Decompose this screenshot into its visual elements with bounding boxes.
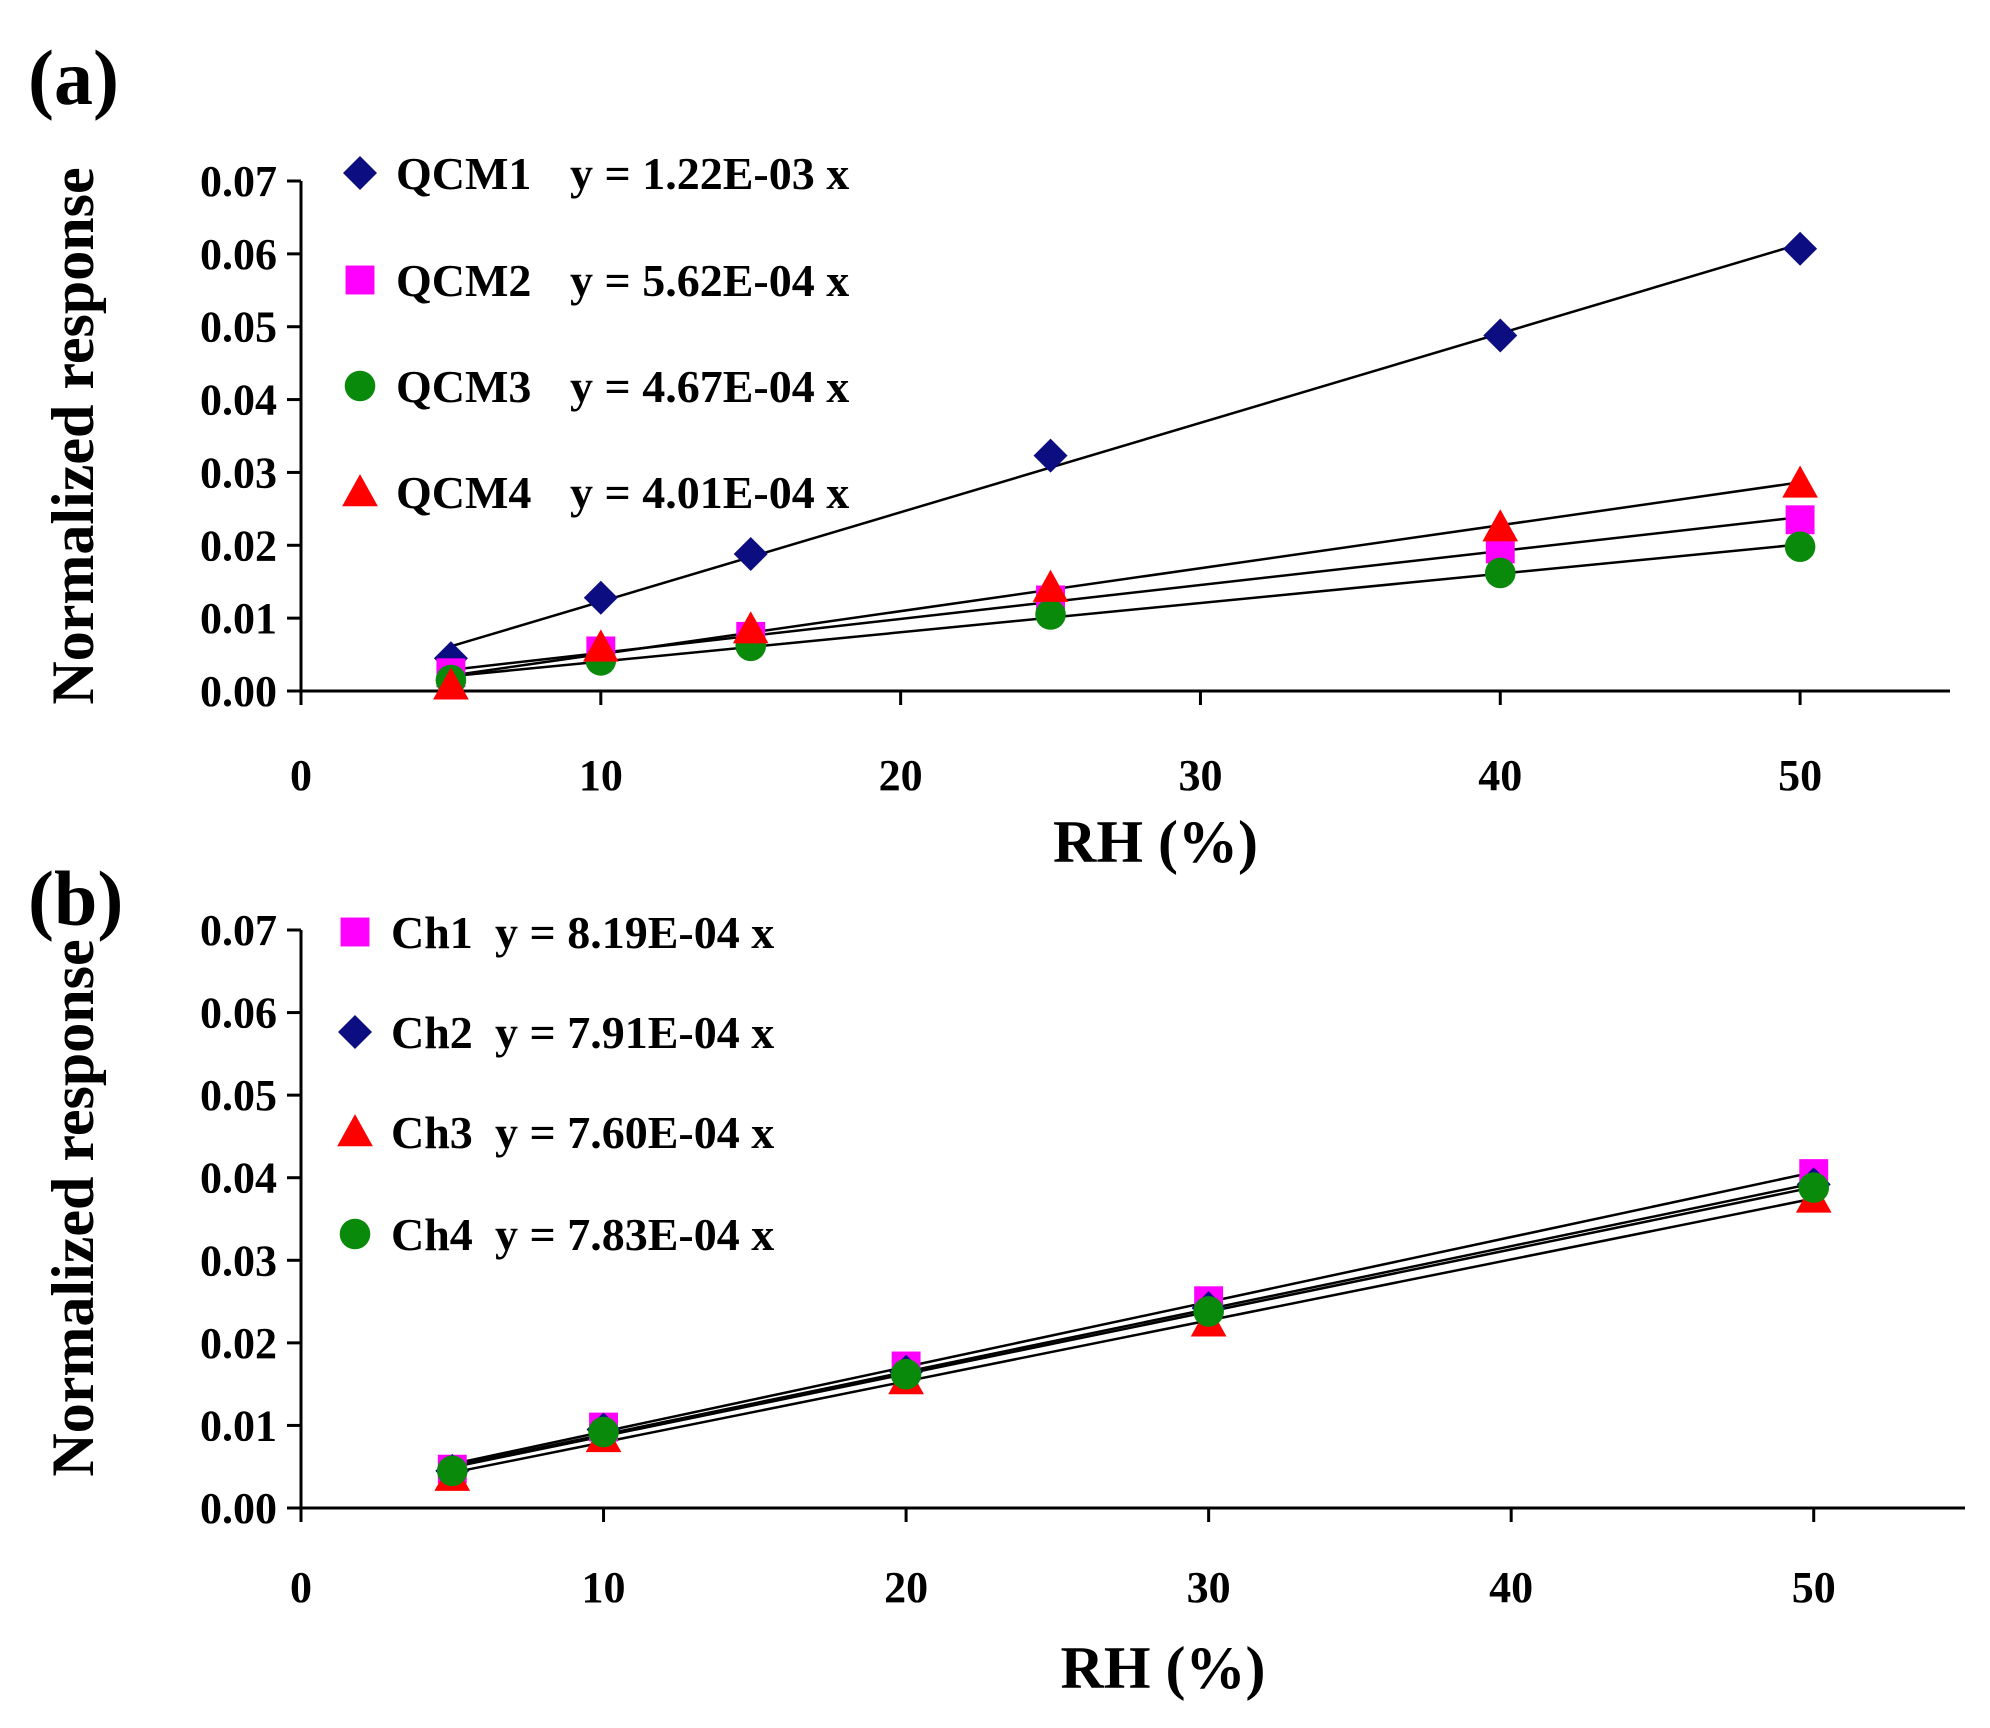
legend-marker-ch4 bbox=[339, 1218, 371, 1250]
x-axis-title: RH (%) bbox=[1053, 809, 1258, 875]
legend-equation: y = 8.19E-04 x bbox=[495, 907, 774, 958]
y-axis-title: Normalized response bbox=[40, 939, 106, 1476]
legend-label: Ch3 bbox=[391, 1107, 473, 1158]
y-tick-label: 0.06 bbox=[200, 230, 277, 279]
legend-label: QCM4 bbox=[396, 467, 531, 518]
point-qcm4 bbox=[1482, 509, 1519, 542]
y-tick-label: 0.07 bbox=[200, 906, 277, 955]
panel-letter: (a) bbox=[28, 34, 119, 121]
y-tick-label: 0.00 bbox=[200, 1484, 277, 1533]
y-tick-label: 0.03 bbox=[200, 448, 277, 497]
trendline-qcm1 bbox=[450, 242, 1801, 648]
legend-equation: y = 4.67E-04 x bbox=[570, 361, 849, 412]
x-tick-label: 0 bbox=[290, 751, 312, 800]
legend-marker-qcm1 bbox=[343, 156, 377, 190]
x-tick-label: 30 bbox=[1178, 751, 1222, 800]
trendline-qcm3 bbox=[450, 543, 1801, 678]
legend-equation: y = 7.60E-04 x bbox=[495, 1107, 774, 1158]
point-qcm4 bbox=[732, 611, 769, 644]
legend-marker-qcm4 bbox=[342, 474, 378, 507]
x-tick-label: 20 bbox=[884, 1563, 928, 1612]
legend-marker-ch3 bbox=[337, 1114, 373, 1147]
legend-label: Ch1 bbox=[391, 907, 473, 958]
legend-marker-ch2 bbox=[338, 1015, 372, 1049]
trendline-ch1 bbox=[452, 1170, 1814, 1466]
point-ch4 bbox=[1193, 1296, 1224, 1327]
point-qcm1 bbox=[583, 580, 618, 615]
x-axis-title: RH (%) bbox=[1061, 1635, 1266, 1701]
point-ch4 bbox=[436, 1455, 468, 1487]
legend-equation: y = 7.83E-04 x bbox=[495, 1209, 774, 1260]
x-tick-label: 50 bbox=[1778, 751, 1822, 800]
point-qcm4 bbox=[1032, 569, 1069, 602]
legend-equation: y = 7.91E-04 x bbox=[495, 1007, 774, 1058]
point-qcm3 bbox=[1784, 531, 1816, 563]
y-tick-label: 0.04 bbox=[200, 1154, 277, 1203]
point-qcm3 bbox=[1035, 599, 1066, 630]
legend-label: QCM2 bbox=[396, 255, 531, 306]
y-tick-label: 0.02 bbox=[200, 521, 277, 570]
y-tick-label: 0.06 bbox=[200, 989, 277, 1038]
x-tick-label: 0 bbox=[290, 1563, 312, 1612]
panel-a: (a) 0.00 0.01 0.02 0.03 0.04 0.05 0.06 0.07 0 10 20… bbox=[28, 34, 1950, 875]
y-tick-label: 0.05 bbox=[200, 1071, 277, 1120]
legend-label: QCM1 bbox=[396, 148, 531, 199]
y-tick-label: 0.02 bbox=[200, 1319, 277, 1368]
x-tick-label: 20 bbox=[879, 751, 923, 800]
panel-letter: (b) bbox=[28, 855, 123, 942]
x-tick-label: 10 bbox=[582, 1563, 626, 1612]
y-axis-title: Normalized response bbox=[40, 167, 106, 704]
legend-marker-qcm3 bbox=[344, 370, 376, 402]
x-tick-label: 10 bbox=[579, 751, 623, 800]
y-tick-label: 0.00 bbox=[200, 667, 277, 716]
x-tick-label: 50 bbox=[1792, 1563, 1836, 1612]
y-tick-label: 0.04 bbox=[200, 376, 277, 425]
point-ch4 bbox=[1798, 1172, 1830, 1203]
trendline-qcm4 bbox=[450, 481, 1801, 677]
legend-equation: y = 4.01E-04 x bbox=[570, 467, 849, 518]
legend-equation: y = 1.22E-03 x bbox=[570, 148, 849, 199]
panel-b: (b) 0.00 0.01 0.02 0.03 0.04 0.05 0.06 0.07 0 10 20… bbox=[28, 855, 1965, 1701]
y-tick-label: 0.01 bbox=[200, 1401, 277, 1450]
x-tick-label: 30 bbox=[1187, 1563, 1231, 1612]
point-qcm4 bbox=[1782, 465, 1818, 498]
legend-label: QCM3 bbox=[396, 361, 531, 412]
legend-marker-ch1 bbox=[340, 917, 370, 947]
trendline-ch2 bbox=[452, 1182, 1814, 1468]
point-ch4 bbox=[890, 1358, 922, 1390]
trendline-ch4 bbox=[452, 1185, 1814, 1469]
point-qcm2 bbox=[1785, 505, 1815, 535]
point-qcm1 bbox=[733, 537, 768, 572]
x-tick-label: 40 bbox=[1478, 751, 1522, 800]
trendline-ch3 bbox=[452, 1197, 1814, 1474]
point-qcm1 bbox=[1483, 318, 1518, 353]
point-qcm4 bbox=[433, 667, 469, 700]
point-qcm1 bbox=[1783, 231, 1818, 266]
y-tick-label: 0.03 bbox=[200, 1236, 277, 1285]
legend-equation: y = 5.62E-04 x bbox=[570, 255, 849, 306]
y-tick-label: 0.01 bbox=[200, 594, 277, 643]
y-tick-label: 0.05 bbox=[200, 303, 277, 352]
legend-label: Ch4 bbox=[391, 1209, 473, 1260]
point-qcm4 bbox=[582, 629, 619, 662]
x-tick-label: 40 bbox=[1489, 1563, 1533, 1612]
point-qcm1 bbox=[1033, 438, 1068, 473]
point-ch4 bbox=[588, 1416, 619, 1448]
legend-marker-qcm2 bbox=[345, 265, 375, 295]
legend-label: Ch2 bbox=[391, 1007, 473, 1058]
y-tick-label: 0.07 bbox=[200, 157, 277, 206]
point-qcm3 bbox=[1484, 557, 1516, 589]
